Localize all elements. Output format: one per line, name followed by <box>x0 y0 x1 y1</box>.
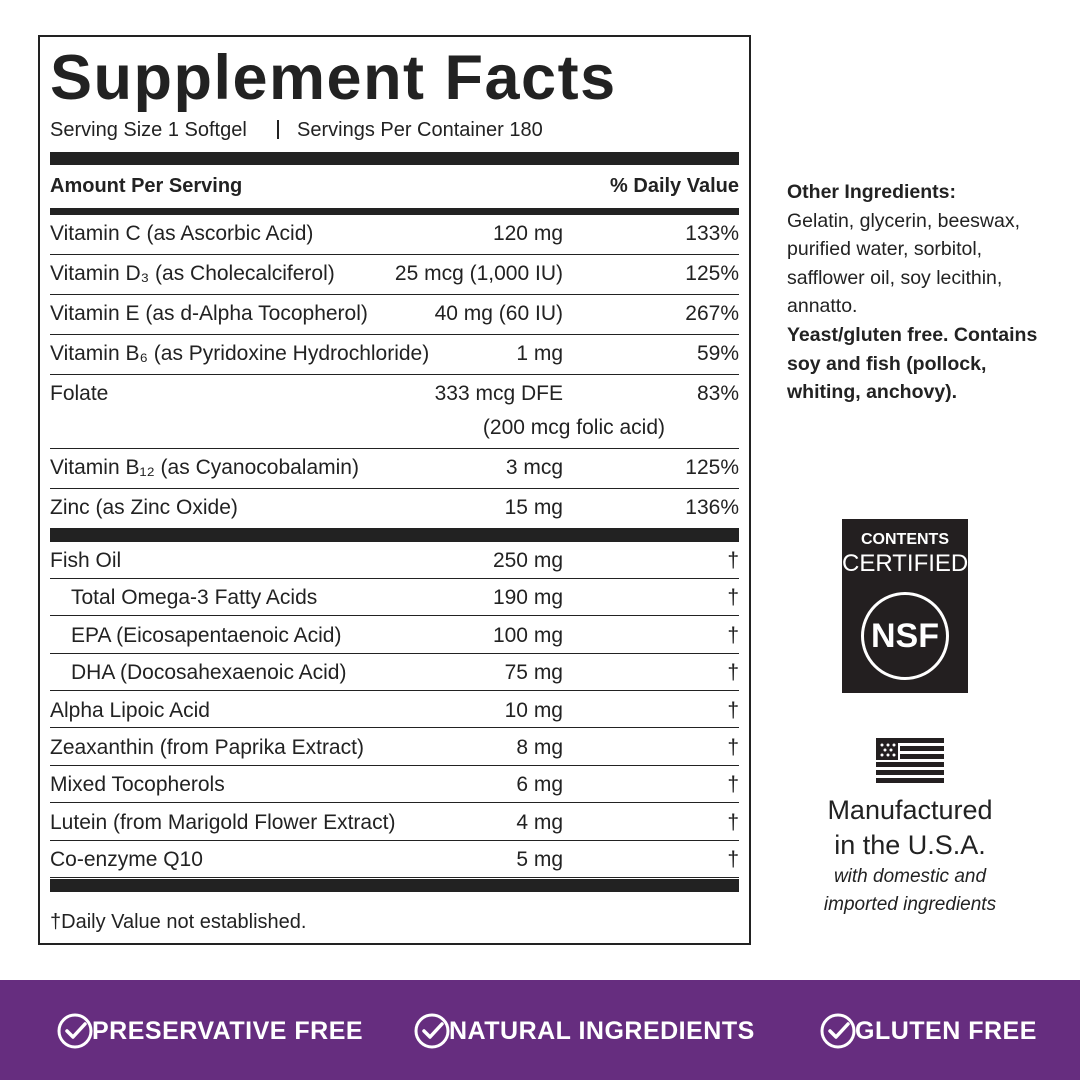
nutrient-row: Total Omega-3 Fatty Acids 190 mg † <box>50 579 739 617</box>
nutrient-dv: † <box>727 698 739 722</box>
nutrient-dv: † <box>727 848 739 872</box>
nutrient-name: Vitamin B₆ (as Pyridoxine Hydrochloride) <box>50 342 430 365</box>
nutrient-row: Fish Oil 250 mg † <box>50 542 739 579</box>
nutrient-amount: 100 mg <box>492 623 563 647</box>
thick-rule <box>50 529 739 542</box>
nutrient-row: EPA (Eicosapentaenoic Acid) 100 mg † <box>50 617 739 654</box>
nutrient-amount: 40 mg (60 IU) <box>434 302 563 325</box>
nutrient-row: Vitamin E (as d-Alpha Tocopherol) 40 mg (… <box>50 295 739 335</box>
nutrient-row: Folate 333 mcg DFE (200 mcg folic acid) 83% <box>50 375 739 449</box>
nutrient-dv: † <box>727 810 739 834</box>
nutrient-amount-note: (200 mcg folic acid) <box>482 416 665 439</box>
nutrient-name: EPA (Eicosapentaenoic Acid) <box>71 623 342 647</box>
medium-rule <box>50 208 739 215</box>
nutrient-amount: 75 mg <box>504 661 563 685</box>
nutrient-name: Vitamin E (as d-Alpha Tocopherol) <box>50 302 368 325</box>
servings-per-container: Servings Per Container 180 <box>297 119 543 141</box>
banner-label: PRESERVATIVE FREE <box>92 1017 364 1045</box>
nutrient-name: Zeaxanthin (from Paprika Extract) <box>50 736 364 759</box>
nutrient-row: Lutein (from Marigold Flower Extract) 4 m… <box>50 804 739 841</box>
nutrient-dv: 125% <box>685 456 739 479</box>
divider <box>277 120 279 139</box>
check-icon <box>57 1013 93 1049</box>
nutrient-dv: † <box>727 623 739 647</box>
nutrient-dv: 125% <box>685 262 739 285</box>
nutrient-row: Co-enzyme Q10 5 mg † <box>50 841 739 879</box>
nutrient-dv: † <box>727 773 739 797</box>
nutrient-name: Vitamin D₃ (as Cholecalciferol) <box>50 262 335 285</box>
badge-line2: CERTIFIED <box>842 550 969 577</box>
us-flag <box>876 738 944 783</box>
nutrient-row: Alpha Lipoic Acid 10 mg † <box>50 692 739 729</box>
nutrient-amount: 10 mg <box>504 698 563 722</box>
nutrient-amount: 3 mcg <box>505 456 563 479</box>
nutrient-name: DHA (Docosahexaenoic Acid) <box>71 661 347 685</box>
other-ingredients: Other Ingredients: Gelatin, glycerin, be… <box>787 178 1062 407</box>
nutrient-name: Vitamin B₁₂ (as Cyanocobalamin) <box>50 456 359 479</box>
serving-size: Serving Size 1 Softgel <box>50 119 247 141</box>
nutrient-amount: 333 mcg DFE <box>434 382 563 405</box>
nutrient-amount: 4 mg <box>516 810 563 834</box>
made-line2: in the U.S.A. <box>834 830 986 860</box>
nutrient-row: DHA (Docosahexaenoic Acid) 75 mg † <box>50 654 739 692</box>
other-ingredients-text: Gelatin, glycerin, beeswax, purified wat… <box>787 209 1021 318</box>
made-note2: imported ingredients <box>823 894 997 915</box>
nutrient-row: Vitamin B₁₂ (as Cyanocobalamin) 3 mcg 125% <box>50 449 739 489</box>
amount-header: Amount Per Serving <box>50 175 243 197</box>
nutrient-row: Zinc (as Zinc Oxide) 15 mg 136% <box>50 489 739 529</box>
nutrient-amount: 250 mg <box>492 549 563 572</box>
footnote: †Daily Value not established. <box>50 911 307 933</box>
nutrient-row: Vitamin C (as Ascorbic Acid) 120 mg 133% <box>50 215 739 255</box>
check-icon <box>820 1013 856 1049</box>
nutrient-name: Lutein (from Marigold Flower Extract) <box>50 810 396 834</box>
nutrient-dv: 83% <box>696 382 739 405</box>
nsf-logo: NSF <box>861 592 949 680</box>
nutrient-dv: † <box>727 736 739 759</box>
badge-line1: CONTENTS <box>861 531 949 548</box>
nutrient-name: Vitamin C (as Ascorbic Acid) <box>50 222 314 245</box>
facts-box <box>38 35 751 945</box>
nutrient-amount: 15 mg <box>504 496 563 519</box>
nutrient-dv: † <box>727 661 739 685</box>
nutrient-dv: 136% <box>685 496 739 519</box>
nutrient-name: Co-enzyme Q10 <box>50 848 203 872</box>
check-icon <box>414 1013 450 1049</box>
nutrient-dv: 267% <box>685 302 739 325</box>
nutrient-name: Zinc (as Zinc Oxide) <box>50 496 238 519</box>
nutrient-dv: 133% <box>685 222 739 245</box>
nutrient-dv: † <box>727 586 739 610</box>
nutrient-amount: 25 mcg (1,000 IU) <box>394 262 563 285</box>
banner-label: NATURAL INGREDIENTS <box>449 1017 755 1045</box>
thick-rule <box>50 152 739 165</box>
thick-rule <box>50 878 739 892</box>
nutrient-dv: † <box>727 549 739 572</box>
nutrient-amount: 120 mg <box>492 222 563 245</box>
nutrient-row: Zeaxanthin (from Paprika Extract) 8 mg † <box>50 729 739 766</box>
nutrient-amount: 5 mg <box>516 848 563 872</box>
nutrient-row: Vitamin D₃ (as Cholecalciferol) 25 mcg (1… <box>50 255 739 295</box>
nsf-badge: CONTENTS CERTIFIED NSF <box>842 519 968 693</box>
nutrient-amount: 6 mg <box>516 773 563 797</box>
banner-label: GLUTEN FREE <box>855 1017 1037 1045</box>
nutrient-dv: 59% <box>696 342 739 365</box>
nutrient-row: Mixed Tocopherols 6 mg † <box>50 766 739 804</box>
allergen-notice: Yeast/gluten free. Contains soy and fish… <box>787 323 1038 404</box>
nutrient-name: Folate <box>50 382 109 405</box>
nutrient-name: Mixed Tocopherols <box>50 773 225 797</box>
nutrient-amount: 8 mg <box>516 736 563 759</box>
made-line1: Manufactured <box>827 795 993 825</box>
nutrient-amount: 190 mg <box>492 586 563 610</box>
nutrient-amount: 1 mg <box>516 342 563 365</box>
nutrient-name: Total Omega-3 Fatty Acids <box>71 586 318 610</box>
nutrient-row: Vitamin B₆ (as Pyridoxine Hydrochloride)… <box>50 335 739 375</box>
dv-header: % Daily Value <box>610 175 739 197</box>
made-note1: with domestic and <box>833 866 987 887</box>
other-ingredients-title: Other Ingredients: <box>787 181 957 203</box>
nutrient-name: Fish Oil <box>50 549 122 572</box>
facts-title: Supplement Facts <box>50 43 617 113</box>
made-in-usa: Manufactured in the U.S.A. with domestic… <box>790 793 1030 919</box>
nutrient-name: Alpha Lipoic Acid <box>50 698 210 722</box>
banner <box>0 980 1080 1080</box>
